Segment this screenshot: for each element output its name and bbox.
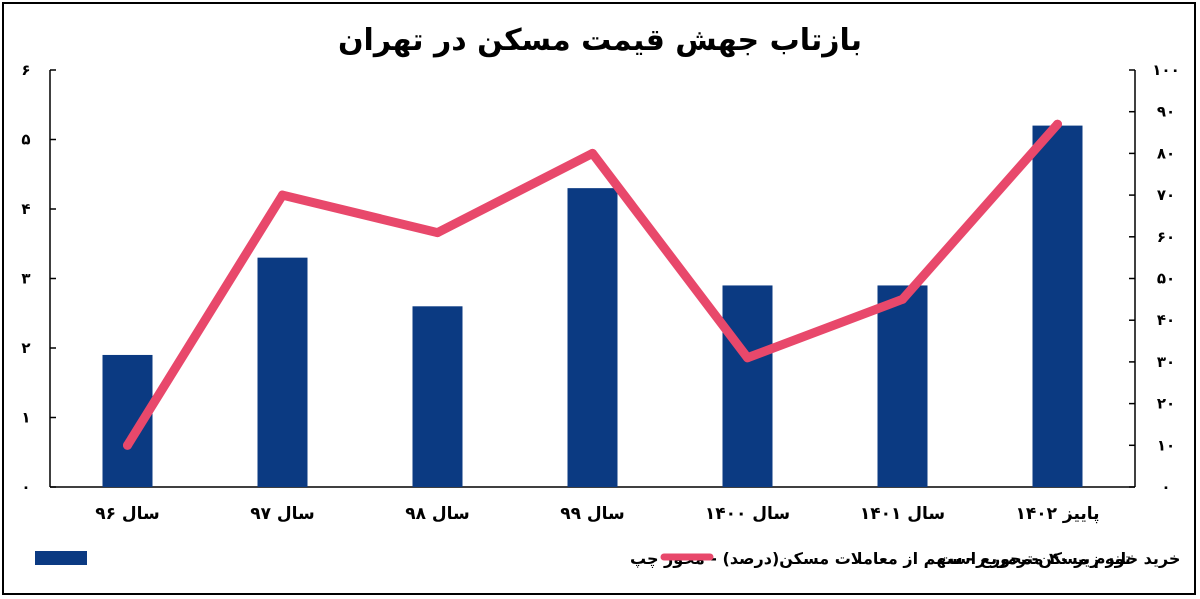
category-label-4: سال ۱۴۰۰ <box>705 504 790 524</box>
line-point-6 <box>1053 119 1062 129</box>
right-tick-label-4: ۴۰ <box>1157 311 1175 329</box>
category-labels: سال ۹۶ سال ۹۷ سال ۹۸ سال ۹۹ سال ۱۴۰۰ سال ۱۴۰۱… <box>95 504 1099 524</box>
line-point-5 <box>898 294 907 304</box>
category-label-1: سال ۹۷ <box>250 504 315 524</box>
bars <box>102 125 1083 487</box>
bar-5 <box>877 285 928 487</box>
right-tick-label-1: ۱۰ <box>1157 436 1175 454</box>
legend-label-line: تورم مسکن-محور راست <box>938 549 1131 568</box>
right-axis-ticks: ۰ ۱۰ ۲۰ ۳۰ ۴۰ ۵۰ ۶۰ ۷۰ ۸۰ ۹۰ ۱۰۰ <box>1129 61 1180 496</box>
right-tick-label-9: ۹۰ <box>1157 103 1175 121</box>
category-label-2: سال ۹۸ <box>405 504 470 524</box>
left-tick-label-4: ۴ <box>21 200 30 218</box>
left-tick-label-5: ۵ <box>21 131 30 149</box>
right-tick-label-0: ۰ <box>1161 478 1170 496</box>
line-point-3 <box>588 148 597 158</box>
legend: خرید خانه زیر ۴۰ مترمربع - سهم از معاملا… <box>35 549 1180 569</box>
line-series <box>123 119 1062 450</box>
line-point-0 <box>123 440 132 450</box>
line-point-2 <box>433 228 442 238</box>
bar-1 <box>257 257 308 487</box>
right-tick-label-2: ۲۰ <box>1157 395 1175 413</box>
chart-title: بازتاب جهش قیمت مسکن در تهران <box>338 23 862 58</box>
right-tick-label-7: ۷۰ <box>1157 186 1175 204</box>
category-label-0: سال ۹۶ <box>95 504 160 524</box>
left-tick-label-2: ۲ <box>21 339 30 357</box>
line-point-4 <box>743 353 752 363</box>
bar-3 <box>567 188 618 487</box>
left-tick-label-3: ۳ <box>21 270 30 288</box>
bar-6 <box>1032 125 1083 487</box>
line-point-1 <box>278 190 287 200</box>
right-tick-label-10: ۱۰۰ <box>1152 61 1179 79</box>
bar-2 <box>412 306 463 487</box>
category-label-3: سال ۹۹ <box>560 504 625 524</box>
legend-label-bar: خرید خانه زیر ۴۰ مترمربع - سهم از معاملا… <box>630 549 1180 569</box>
bar-4 <box>722 285 773 487</box>
left-axis-ticks: ۰ ۱ ۲ ۳ ۴ ۵ ۶ <box>21 61 56 496</box>
right-tick-label-3: ۳۰ <box>1157 353 1175 371</box>
left-tick-label-1: ۱ <box>21 409 30 427</box>
category-label-5: سال ۱۴۰۱ <box>860 504 945 524</box>
legend-swatch-bar <box>35 551 87 565</box>
right-tick-label-5: ۵۰ <box>1157 270 1175 288</box>
left-tick-label-0: ۰ <box>21 478 30 496</box>
left-tick-label-6: ۶ <box>21 61 30 79</box>
right-tick-label-8: ۸۰ <box>1157 144 1175 162</box>
category-label-6: پاییز ۱۴۰۲ <box>1015 504 1099 524</box>
right-tick-label-6: ۶۰ <box>1157 228 1175 246</box>
